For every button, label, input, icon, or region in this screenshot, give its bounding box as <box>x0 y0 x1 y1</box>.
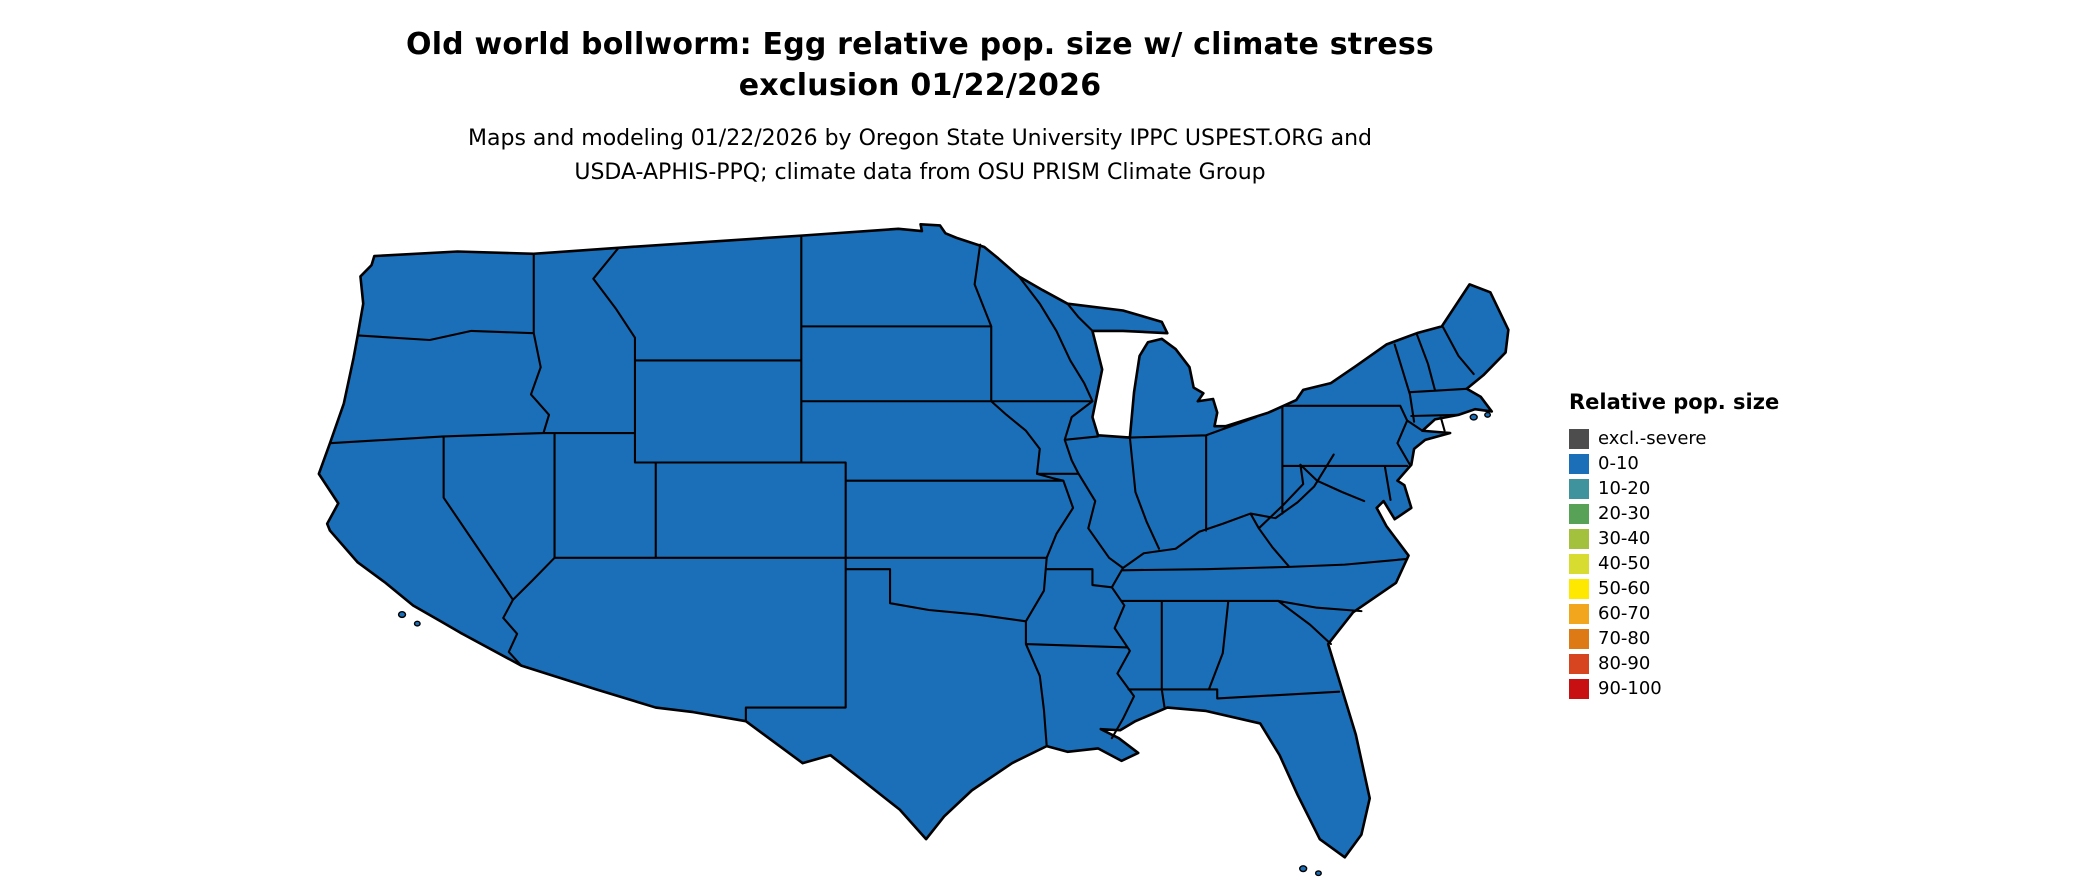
legend-label: 0-10 <box>1598 453 1639 474</box>
legend-item: 70-80 <box>1569 626 1829 651</box>
state-borders <box>330 236 1474 747</box>
us-map <box>305 222 1525 880</box>
legend-label: 20-30 <box>1598 503 1651 524</box>
legend-item: excl.-severe <box>1569 426 1829 451</box>
legend-swatch <box>1569 553 1589 574</box>
marthas-vineyard-island <box>1485 413 1491 418</box>
map-credits-line2: USDA-APHIS-PPQ; climate data from OSU PR… <box>574 160 1266 185</box>
legend-swatch <box>1569 578 1589 599</box>
us-map-svg <box>305 222 1525 880</box>
legend-item: 90-100 <box>1569 676 1829 701</box>
legend-label: 30-40 <box>1598 528 1651 549</box>
legend-swatch <box>1569 503 1589 524</box>
legend-swatch <box>1569 428 1589 449</box>
legend-label: 80-90 <box>1598 653 1651 674</box>
legend-swatch <box>1569 628 1589 649</box>
us-map-outline <box>319 224 1509 857</box>
legend-item: 50-60 <box>1569 576 1829 601</box>
map-credits-line1: Maps and modeling 01/22/2026 by Oregon S… <box>468 126 1372 151</box>
legend-label: 40-50 <box>1598 553 1651 574</box>
legend-swatch <box>1569 528 1589 549</box>
channel-island <box>399 612 406 618</box>
legend-label: excl.-severe <box>1598 428 1707 449</box>
legend: Relative pop. size excl.-severe 0-10 10-20… <box>1569 390 1829 701</box>
map-title: Old world bollworm: Egg relative pop. si… <box>0 24 1840 106</box>
legend-item: 30-40 <box>1569 526 1829 551</box>
legend-item: 10-20 <box>1569 476 1829 501</box>
map-title-line2: exclusion 01/22/2026 <box>738 68 1102 103</box>
legend-item: 20-30 <box>1569 501 1829 526</box>
legend-item: 80-90 <box>1569 651 1829 676</box>
legend-title: Relative pop. size <box>1569 390 1780 414</box>
legend-swatch <box>1569 653 1589 674</box>
legend-items: excl.-severe 0-10 10-20 20-30 30-40 40-50 50-6… <box>1569 426 1829 701</box>
legend-label: 10-20 <box>1598 478 1651 499</box>
legend-label: 90-100 <box>1598 678 1662 699</box>
legend-swatch <box>1569 603 1589 624</box>
legend-swatch <box>1569 478 1589 499</box>
legend-item: 60-70 <box>1569 601 1829 626</box>
legend-label: 50-60 <box>1598 578 1651 599</box>
legend-swatch <box>1569 678 1589 699</box>
legend-item: 0-10 <box>1569 451 1829 476</box>
legend-item: 40-50 <box>1569 551 1829 576</box>
legend-label: 60-70 <box>1598 603 1651 624</box>
legend-label: 70-80 <box>1598 628 1651 649</box>
nantucket-island <box>1470 414 1477 420</box>
map-credits: Maps and modeling 01/22/2026 by Oregon S… <box>0 122 1840 190</box>
map-title-line1: Old world bollworm: Egg relative pop. si… <box>406 27 1434 62</box>
legend-swatch <box>1569 453 1589 474</box>
florida-key-island <box>1300 866 1307 872</box>
channel-island <box>415 621 421 626</box>
florida-key-island <box>1316 871 1322 876</box>
